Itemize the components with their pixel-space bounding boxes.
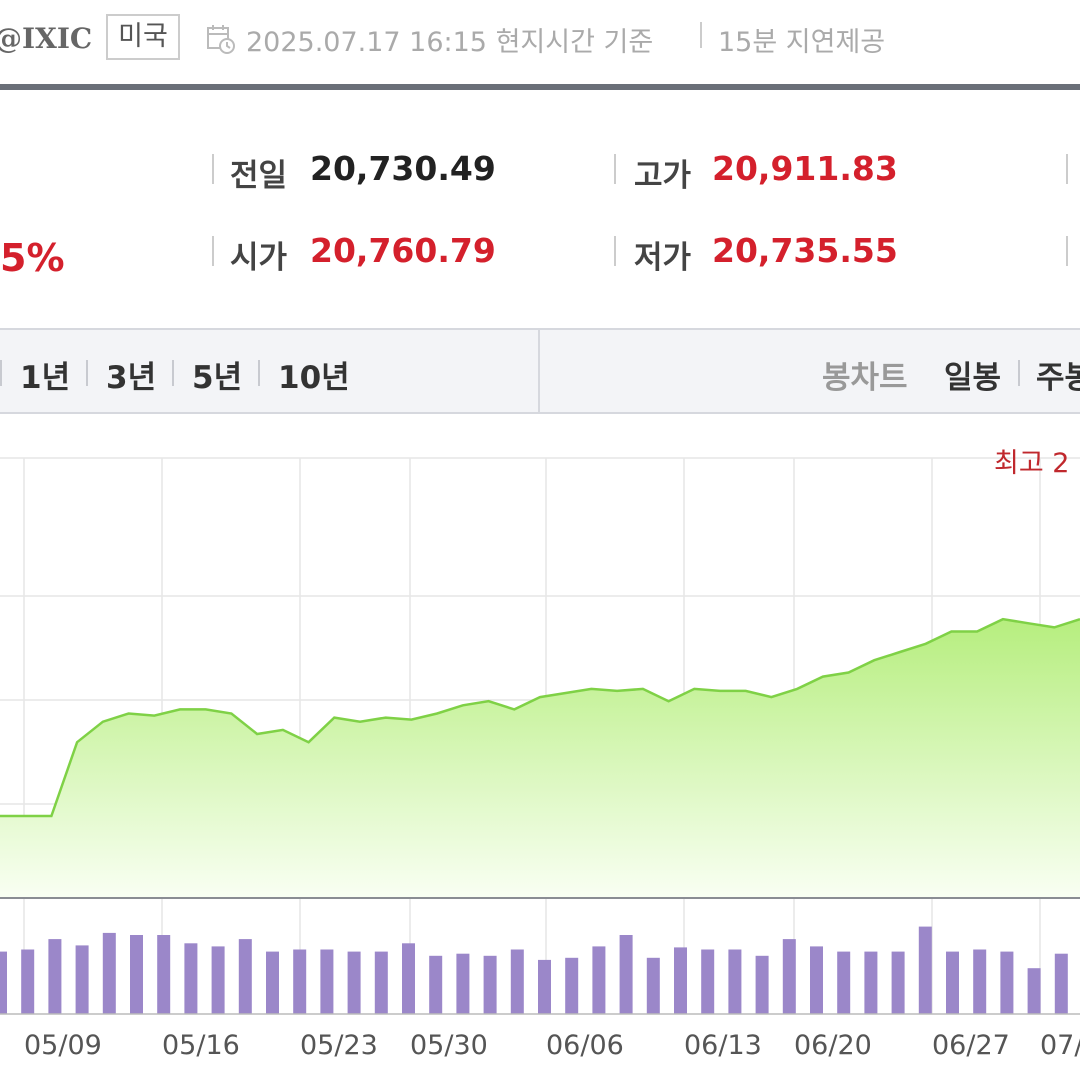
header-divider xyxy=(0,84,1080,90)
volume-bar xyxy=(701,949,715,1014)
quote-datetime: 2025.07.17 16:15 현지시간 기준 xyxy=(246,27,654,58)
divider xyxy=(1018,360,1020,386)
volume-bar xyxy=(238,939,252,1014)
volume-bar xyxy=(75,945,89,1014)
volume-bar xyxy=(402,943,415,1014)
divider xyxy=(212,236,214,266)
x-tick-label: 05/30 xyxy=(410,1030,488,1061)
volume-bar xyxy=(565,957,579,1014)
volume-bar xyxy=(184,943,198,1014)
volume-bars xyxy=(0,926,1068,1014)
divider xyxy=(1066,154,1068,184)
chart-toolbar: 1년 3년 5년 10년 봉차트 일봉 주봉 xyxy=(0,328,1080,414)
volume-bar xyxy=(374,951,388,1014)
open-label: 시가 xyxy=(230,240,288,276)
tab-weekly[interactable]: 주봉 xyxy=(1036,360,1080,396)
divider xyxy=(1066,236,1068,266)
volume-bar xyxy=(646,957,660,1014)
volume-bar xyxy=(211,946,225,1014)
divider xyxy=(172,360,174,386)
divider xyxy=(258,360,260,386)
change-percent: 5% xyxy=(0,236,65,280)
volume-bar xyxy=(21,949,35,1014)
volume-bar xyxy=(1000,951,1014,1014)
volume-bar xyxy=(810,946,823,1014)
high-value: 20,911.83 xyxy=(712,149,898,188)
tab-1y[interactable]: 1년 xyxy=(20,360,71,396)
volume-bar xyxy=(483,955,497,1014)
volume-bar xyxy=(293,949,307,1014)
volume-bar xyxy=(130,935,143,1014)
tab-5y[interactable]: 5년 xyxy=(192,360,243,396)
high-label: 고가 xyxy=(634,158,692,194)
divider xyxy=(614,154,616,184)
volume-bar xyxy=(48,939,62,1014)
calendar-clock-icon xyxy=(207,25,235,54)
volume-bar xyxy=(973,949,987,1014)
x-tick-label: 06/27 xyxy=(932,1030,1010,1061)
volume-bar xyxy=(782,939,796,1014)
tab-daily[interactable]: 일봉 xyxy=(944,360,1002,396)
x-tick-label: 05/16 xyxy=(162,1030,240,1061)
index-symbol: @IXIC xyxy=(0,22,93,55)
volume-bar xyxy=(320,949,334,1014)
prev-close-value: 20,730.49 xyxy=(310,149,496,188)
low-label: 저가 xyxy=(634,240,692,276)
volume-bar xyxy=(157,935,171,1014)
divider xyxy=(0,360,2,386)
volume-bar xyxy=(102,932,116,1014)
volume-bar xyxy=(864,951,878,1014)
volume-bar xyxy=(755,955,769,1014)
price-summary: 5% 전일 20,730.49 고가 20,911.83 시가 20,760.7… xyxy=(0,90,1080,328)
volume-bar xyxy=(266,951,279,1014)
price-chart: 05/09 05/16 05/23 05/30 06/06 06/13 06/20 06/27… xyxy=(0,448,1080,1061)
volume-bar xyxy=(728,949,742,1014)
x-tick-label: 07/ xyxy=(1040,1030,1080,1061)
x-axis-labels: 05/09 05/16 05/23 05/30 06/06 06/13 06/20 06/27… xyxy=(24,1030,1080,1061)
volume-bar xyxy=(891,951,905,1014)
divider xyxy=(700,22,702,48)
x-tick-label: 06/06 xyxy=(546,1030,624,1061)
price-line xyxy=(0,617,1080,818)
divider xyxy=(86,360,88,386)
delay-notice: 15분 지연제공 xyxy=(718,27,886,58)
country-badge: 미국 xyxy=(106,14,180,60)
volume-bar xyxy=(456,953,470,1014)
max-annotation: 최고 2 xyxy=(994,448,1069,479)
volume-bar xyxy=(429,955,443,1014)
volume-bar xyxy=(0,951,7,1014)
low-value: 20,735.55 xyxy=(712,231,898,270)
volume-bar xyxy=(837,951,851,1014)
volume-bar xyxy=(510,949,524,1014)
volume-bar xyxy=(1054,953,1068,1014)
divider xyxy=(614,236,616,266)
divider xyxy=(212,154,214,184)
volume-bar xyxy=(347,951,361,1014)
x-tick-label: 06/20 xyxy=(794,1030,872,1061)
x-tick-label: 05/23 xyxy=(300,1030,378,1061)
prev-close-label: 전일 xyxy=(230,158,288,194)
volume-bar xyxy=(674,947,687,1014)
x-tick-label: 06/13 xyxy=(684,1030,762,1061)
volume-bar xyxy=(918,926,932,1014)
candle-chart-button[interactable]: 봉차트 xyxy=(822,360,908,396)
volume-bar xyxy=(1027,968,1041,1014)
volume-bar xyxy=(619,935,633,1014)
quote-header: @IXIC 미국 2025.07.17 16:15 현지시간 기준 15분 지연… xyxy=(0,0,1080,88)
divider xyxy=(538,330,540,414)
open-value: 20,760.79 xyxy=(310,231,496,270)
tab-10y[interactable]: 10년 xyxy=(278,360,350,396)
price-area xyxy=(0,619,1080,898)
volume-bar xyxy=(946,951,959,1014)
x-tick-label: 05/09 xyxy=(24,1030,102,1061)
volume-bar xyxy=(538,959,551,1014)
tab-3y[interactable]: 3년 xyxy=(106,360,157,396)
volume-bar xyxy=(592,946,606,1014)
